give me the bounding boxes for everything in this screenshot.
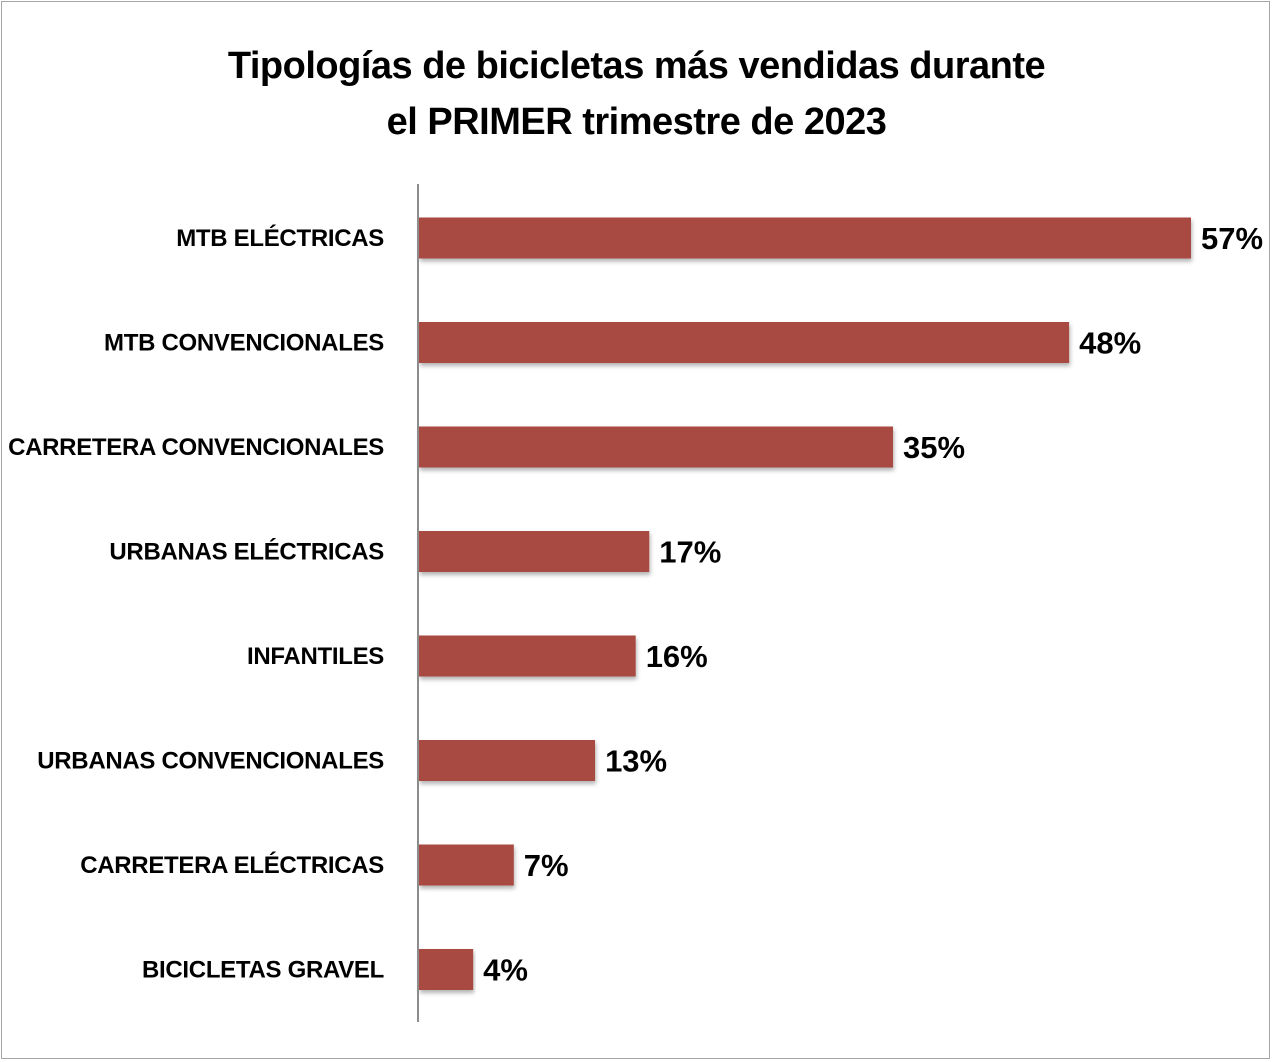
bar [419,949,474,990]
bar [419,844,514,886]
data-label: 48% [1079,326,1141,361]
data-label: 4% [483,953,528,988]
bar [419,217,1191,259]
bar [419,531,650,572]
category-label: MTB CONVENCIONALES [104,330,384,357]
category-label: MTB ELÉCTRICAS [176,224,384,252]
data-label: 57% [1201,221,1263,256]
category-label: URBANAS ELÉCTRICAS [109,538,384,566]
data-label: 7% [524,848,569,883]
bar [419,635,636,677]
data-label: 17% [659,535,721,570]
category-label: URBANAS CONVENCIONALES [37,748,384,775]
bar [419,426,894,468]
bar [419,322,1070,363]
category-label: CARRETERA CONVENCIONALES [8,434,384,461]
category-label: BICICLETAS GRAVEL [142,957,384,984]
category-label: CARRETERA ELÉCTRICAS [80,851,384,879]
chart-title: Tipologías de bicicletas más vendidas du… [2,38,1271,150]
data-label: 35% [903,430,965,465]
chart-title-line-1: Tipologías de bicicletas más vendidas du… [227,45,1046,87]
chart-title-line-2: el PRIMER trimestre de 2023 [386,101,887,143]
bar [419,740,596,781]
data-label: 16% [646,639,708,674]
data-label: 13% [605,744,667,779]
category-label: INFANTILES [247,643,384,670]
